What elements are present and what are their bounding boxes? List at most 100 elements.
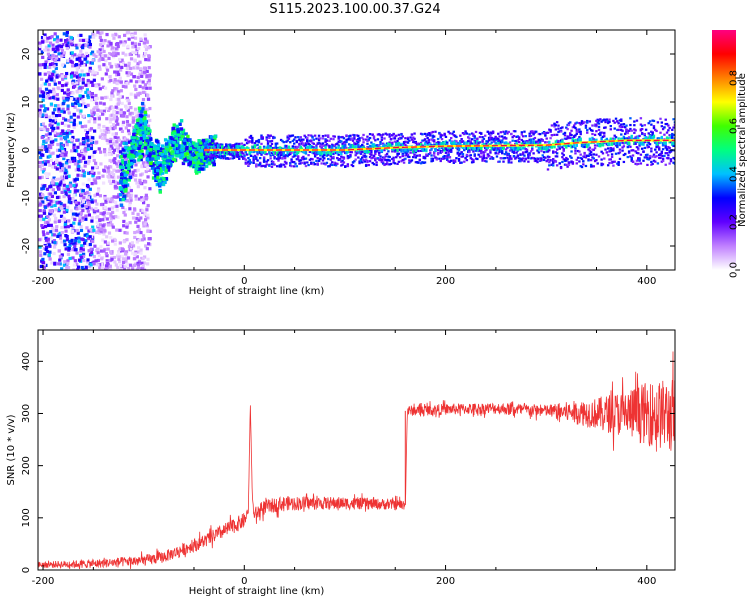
heatmap-cell (209, 147, 212, 150)
heatmap-cell (466, 136, 470, 139)
heatmap-cell (374, 151, 377, 154)
heatmap-cell (119, 203, 124, 207)
heatmap-cell (289, 151, 292, 154)
heatmap-cell (60, 167, 65, 171)
heatmap-cell (294, 154, 297, 157)
heatmap-cell (48, 89, 52, 93)
heatmap-cell (115, 145, 119, 149)
heatmap-cell (311, 158, 314, 161)
heatmap-cell (123, 213, 127, 217)
heatmap-cell (79, 193, 83, 197)
heatmap-cell (327, 144, 330, 147)
heatmap-cell (121, 114, 125, 118)
heatmap-cell (76, 108, 80, 112)
heatmap-cell (158, 147, 163, 151)
heatmap-cell (523, 154, 526, 157)
heatmap-cell (282, 141, 285, 144)
heatmap-cell (489, 134, 492, 137)
heatmap-cell (48, 55, 52, 60)
heatmap-cell (234, 146, 237, 149)
heatmap-cell (119, 186, 123, 191)
heatmap-cell (307, 154, 310, 157)
heatmap-cell (101, 238, 105, 242)
heatmap-cell (272, 160, 275, 164)
heatmap-cell (330, 143, 334, 146)
heatmap-cell (62, 156, 66, 161)
heatmap-cell (269, 140, 272, 143)
heatmap-cell (508, 158, 512, 161)
heatmap-cell (78, 94, 82, 98)
heatmap-cell (418, 158, 421, 161)
heatmap-cell (209, 135, 214, 139)
heatmap-cell (304, 164, 308, 168)
heatmap-cell (169, 146, 173, 150)
heatmap-cell (47, 149, 51, 153)
heatmap-cell (261, 150, 265, 155)
heatmap-cell (195, 162, 199, 167)
heatmap-cell (366, 159, 369, 163)
heatmap-cell (425, 148, 428, 153)
heatmap-cell (327, 150, 330, 155)
heatmap-cell (79, 155, 83, 159)
heatmap-cell (223, 154, 227, 157)
heatmap-cell (48, 36, 52, 40)
heatmap-cell (497, 160, 500, 163)
heatmap-cell (256, 139, 259, 143)
heatmap-cell (381, 142, 385, 145)
heatmap-cell (409, 136, 412, 139)
heatmap-cell (92, 228, 96, 232)
heatmap-cell (405, 153, 408, 156)
heatmap-cell (54, 62, 58, 67)
heatmap-cell (76, 145, 80, 149)
heatmap-cell (413, 141, 416, 144)
heatmap-cell (155, 182, 160, 187)
heatmap-cell (346, 155, 350, 158)
heatmap-cell (249, 140, 253, 143)
heatmap-cell (518, 137, 521, 141)
heatmap-cell (555, 133, 559, 136)
heatmap-cell (77, 222, 81, 226)
heatmap-cell (53, 104, 58, 108)
heatmap-cell (51, 43, 55, 47)
heatmap-cell (61, 163, 65, 167)
heatmap-cell (84, 214, 88, 218)
heatmap-cell (43, 162, 48, 166)
heatmap-cell (84, 239, 88, 243)
heatmap-cell (57, 46, 61, 50)
heatmap-cell (446, 154, 449, 157)
heatmap-cell (62, 116, 66, 121)
heatmap-cell (533, 159, 537, 163)
heatmap-cell (168, 163, 172, 167)
heatmap-cell (85, 226, 89, 230)
heatmap-cell (495, 137, 499, 140)
heatmap-cell (366, 145, 369, 149)
heatmap-cell (426, 133, 429, 136)
heatmap-cell (95, 140, 99, 144)
heatmap-cell (136, 136, 141, 141)
heatmap-cell (53, 131, 58, 135)
heatmap-cell (41, 40, 45, 44)
heatmap-cell (472, 133, 475, 136)
heatmap-cell (156, 156, 160, 160)
heatmap-cell (106, 197, 110, 201)
heatmap-cell (413, 154, 416, 157)
heatmap-cell (481, 151, 484, 154)
heatmap-cell (106, 241, 110, 245)
heatmap-cell (156, 144, 160, 149)
heatmap-cell (569, 136, 572, 140)
heatmap-cell (536, 149, 539, 152)
heatmap-cell (144, 128, 148, 133)
heatmap-cell (325, 139, 329, 142)
heatmap-cell (96, 215, 100, 219)
heatmap-cell (144, 163, 148, 167)
heatmap-cell (111, 53, 115, 57)
heatmap-cell (566, 165, 569, 168)
heatmap-cell (405, 141, 408, 144)
heatmap-cell (48, 132, 52, 136)
heatmap-cell (266, 144, 270, 149)
heatmap-cell (71, 212, 76, 216)
heatmap-cell (124, 141, 128, 146)
heatmap-cell (358, 146, 361, 149)
heatmap-cell (302, 155, 305, 158)
heatmap-cell (86, 81, 90, 85)
